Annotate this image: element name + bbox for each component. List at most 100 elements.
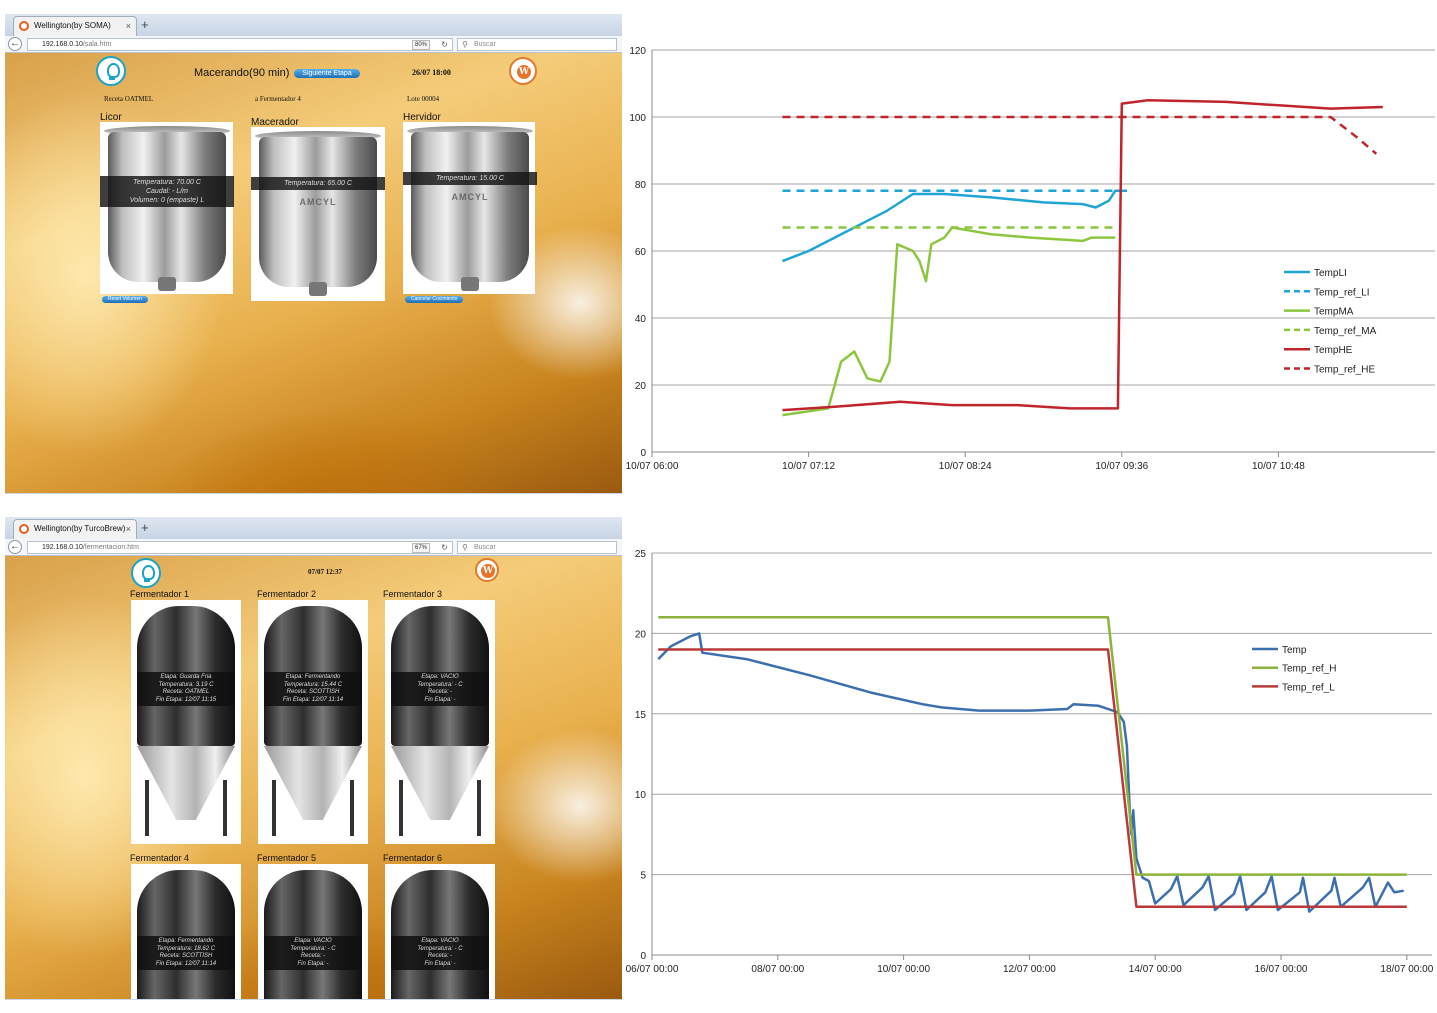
info-line: Receta: - xyxy=(427,953,453,959)
vessel-macerador[interactable]: Temperatura: 65.00 C AMCYL xyxy=(251,127,385,301)
x-tick-label: 06/07 00:00 xyxy=(626,964,679,975)
vessel-body xyxy=(411,132,529,282)
series-line-TempLI xyxy=(782,189,1127,263)
info-line: Temperatura: - C xyxy=(290,945,336,952)
vessel-title-hervidor: Hervidor xyxy=(403,112,441,123)
x-tick-label: 10/07 08:24 xyxy=(939,461,992,472)
tank-cone xyxy=(391,746,489,820)
vessel-info-macerador: Temperatura: 65.00 C xyxy=(251,177,385,190)
y-tick-label: 0 xyxy=(640,448,646,459)
tank-body xyxy=(264,870,362,999)
url-host: 192.168.0.10 xyxy=(42,544,83,551)
tank-leg xyxy=(223,780,227,836)
fermenter-card-5[interactable]: Etapa: VACIO Temperatura: - C Receta: - … xyxy=(258,864,368,999)
x-tick-label: 14/07 00:00 xyxy=(1129,964,1182,975)
legend-label: Temp_ref_MA xyxy=(1314,326,1377,337)
url-path: /sala.htm xyxy=(82,41,112,48)
tab-close-icon[interactable]: × xyxy=(125,524,131,534)
legend-label: Temp_ref_H xyxy=(1282,664,1336,675)
info-line: Temperatura: 65.00 C xyxy=(284,180,352,187)
fermenter-card-1[interactable]: Etapa: Guarda Fria Temperatura: 3.19 C R… xyxy=(131,600,241,844)
cancel-brewing-button[interactable]: Cancelar Cocimiento xyxy=(405,296,464,303)
tank-leg xyxy=(477,780,481,836)
next-stage-button[interactable]: Siguiente Etapa xyxy=(294,69,360,78)
tab-title: Wellington(by TurcoBrew) xyxy=(34,524,126,533)
fermenter-card-2[interactable]: Etapa: Fermentando Temperatura: 15.44 C … xyxy=(258,600,368,844)
vessel-rim xyxy=(255,131,381,141)
lightbulb-icon[interactable] xyxy=(96,56,126,86)
datetime-label: 07/07 12:37 xyxy=(308,568,343,576)
reload-icon[interactable]: ↻ xyxy=(441,40,448,49)
address-bar[interactable]: 192.168.0.10/fermentacion.htm 67% ↻ xyxy=(27,541,453,554)
browser-tab[interactable]: Wellington(by SOMA) × xyxy=(13,16,137,36)
x-tick-label: 18/07 00:00 xyxy=(1380,964,1433,975)
x-tick-label: 10/07 00:00 xyxy=(877,964,930,975)
zoom-level[interactable]: 67% xyxy=(411,543,430,553)
series-line-Temp xyxy=(657,632,1404,913)
vessel-info-hervidor: Temperatura: 15.00 C xyxy=(403,172,537,185)
back-arrow-icon[interactable]: ← xyxy=(8,540,22,554)
tank-cone xyxy=(137,746,235,820)
reload-icon[interactable]: ↻ xyxy=(441,543,448,552)
vessel-title-macerador: Macerador xyxy=(251,117,299,128)
vessel-body xyxy=(259,137,377,287)
tank-leg xyxy=(399,780,403,836)
target-fermenter-label: a Fermentador 4 xyxy=(255,95,301,103)
new-tab-button[interactable]: + xyxy=(141,17,149,32)
fermentation-temperature-chart: 0 5 10 15 20 25 06/07 00:00 08/07 00:00 10/07 00… xyxy=(626,549,1434,975)
site-favicon-icon xyxy=(19,524,29,534)
fermenter-card-6[interactable]: Etapa: VACIO Temperatura: - C Receta: - … xyxy=(385,864,495,999)
address-bar[interactable]: 192.168.0.10/sala.htm 80% ↻ xyxy=(27,38,453,51)
maker-logo: AMCYL xyxy=(299,197,337,207)
info-line: Temperatura: - C xyxy=(417,681,463,688)
fermenter-card-3[interactable]: Etapa: VACIO Temperatura: - C Receta: - … xyxy=(385,600,495,844)
vessel-hervidor[interactable]: Temperatura: 15.00 C AMCYL xyxy=(403,122,537,294)
fermenter-card-4[interactable]: Etapa: Fermentando Temperatura: 18.62 C … xyxy=(131,864,241,999)
sala-page: Macerando(90 min) Siguiente Etapa 26/07 … xyxy=(5,53,622,493)
wellington-logo: W xyxy=(509,57,537,85)
fermenter-title: Fermentador 4 xyxy=(130,853,190,863)
back-arrow-icon[interactable]: ← xyxy=(8,37,22,51)
series-line-TempMA xyxy=(782,226,1116,417)
legend-label: TempLI xyxy=(1314,268,1347,279)
x-tick-label: 10/07 10:48 xyxy=(1252,461,1305,472)
y-tick-label: 25 xyxy=(635,549,647,560)
lightbulb-icon[interactable] xyxy=(131,558,161,588)
y-tick-label: 15 xyxy=(635,710,647,721)
browser-tab[interactable]: Wellington(by TurcoBrew) × xyxy=(13,519,137,539)
navigation-bar: ← 192.168.0.10/fermentacion.htm 67% ↻ ⚲ … xyxy=(5,539,622,556)
wellington-logo: W xyxy=(475,558,499,582)
info-line: Caudal: - L/m xyxy=(145,188,189,195)
vessel-rim xyxy=(407,126,533,136)
fermenter-title: Fermentador 3 xyxy=(383,589,443,599)
maker-logo: AMCYL xyxy=(451,192,489,202)
info-line: Receta: SCOTTISH xyxy=(159,953,213,959)
x-tick-label: 16/07 00:00 xyxy=(1255,964,1308,975)
y-tick-label: 80 xyxy=(635,180,647,191)
y-tick-label: 5 xyxy=(640,871,646,882)
fermenter-title: Fermentador 6 xyxy=(383,853,443,863)
vessel-licor[interactable]: Temperatura: 70.00 C Caudal: - L/m Volum… xyxy=(100,122,234,294)
reset-volume-button[interactable]: Reset Volumen xyxy=(102,296,148,303)
new-tab-button[interactable]: + xyxy=(141,520,149,535)
y-tick-label: 40 xyxy=(635,314,647,325)
tank-body xyxy=(137,870,235,999)
info-line: Etapa: VACIO xyxy=(294,938,332,944)
search-input[interactable]: ⚲ Buscar xyxy=(457,38,617,51)
series-line-Temp_ref_H xyxy=(658,616,1407,876)
search-input[interactable]: ⚲ Buscar xyxy=(457,541,617,554)
fermenter-info: Etapa: Fermentando Temperatura: 18.62 C … xyxy=(137,936,235,970)
info-line: Temperatura: 15.44 C xyxy=(283,681,343,688)
fermenter-info: Etapa: VACIO Temperatura: - C Receta: - … xyxy=(264,936,362,970)
zoom-level[interactable]: 80% xyxy=(411,40,430,50)
info-line: Etapa: Fermentando xyxy=(285,674,341,680)
y-tick-label: 60 xyxy=(635,247,647,258)
info-line: Receta: OATMEL xyxy=(162,689,210,695)
info-line: Etapa: VACIO xyxy=(421,674,459,680)
tank-leg xyxy=(350,780,354,836)
x-tick-label: 10/07 09:36 xyxy=(1095,461,1148,472)
brewhouse-temperature-chart: 0 20 40 60 80 100 120 10/07 06:00 10/07 07:12 10/… xyxy=(626,46,1435,472)
tank-leg xyxy=(272,780,276,836)
tab-close-icon[interactable]: × xyxy=(125,21,131,31)
site-favicon-icon xyxy=(19,21,29,31)
